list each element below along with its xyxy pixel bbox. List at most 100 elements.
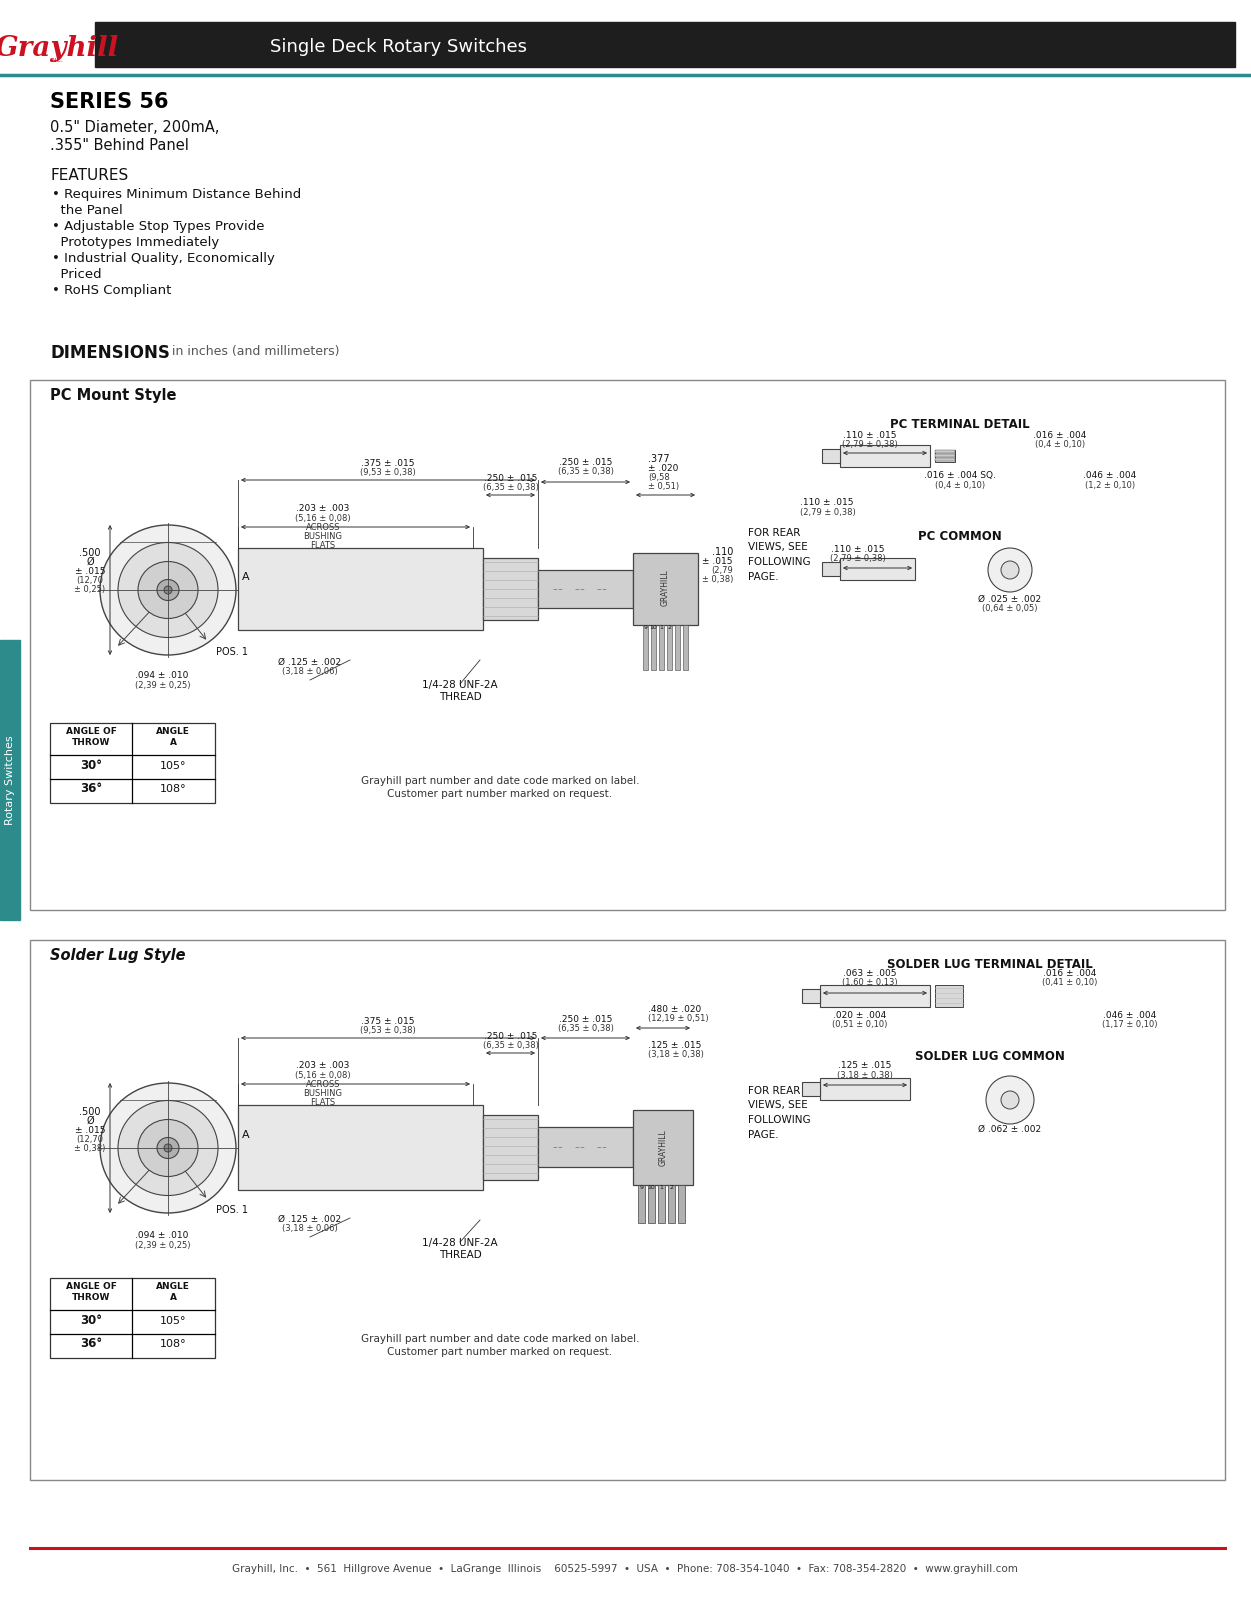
Text: .500: .500 <box>79 547 101 558</box>
Text: A: A <box>169 1293 176 1302</box>
Text: 30°: 30° <box>80 1314 103 1326</box>
Text: FOR REAR
VIEWS, SEE
FOLLOWING
PAGE.: FOR REAR VIEWS, SEE FOLLOWING PAGE. <box>748 528 811 582</box>
Text: .203 ± .003: .203 ± .003 <box>296 1061 350 1070</box>
Bar <box>802 1082 819 1096</box>
Text: (2,79 ± 0,38): (2,79 ± 0,38) <box>831 554 886 563</box>
Bar <box>30 379 1225 910</box>
Text: .250 ± .015: .250 ± .015 <box>559 458 612 467</box>
Ellipse shape <box>100 1083 236 1213</box>
Text: 105°: 105° <box>160 1315 186 1326</box>
Text: .375 ± .015: .375 ± .015 <box>362 459 415 467</box>
Text: .046 ± .004: .046 ± .004 <box>1083 470 1137 480</box>
Bar <box>822 562 839 576</box>
Text: PC Mount Style: PC Mount Style <box>50 387 176 403</box>
Text: 2: 2 <box>669 1186 673 1190</box>
Text: (1,60 ± 0,13): (1,60 ± 0,13) <box>842 978 898 987</box>
Text: .250 ± .015: .250 ± .015 <box>484 1032 537 1042</box>
Text: (0,4 ± 0,10): (0,4 ± 0,10) <box>934 482 985 490</box>
Text: ± 0,38): ± 0,38) <box>74 1144 105 1154</box>
Text: 1: 1 <box>659 1186 663 1190</box>
Bar <box>238 547 483 630</box>
Bar <box>50 723 215 803</box>
Bar <box>934 450 955 453</box>
Text: Ø .062 ± .002: Ø .062 ± .002 <box>978 1125 1042 1134</box>
Text: (6,35 ± 0,38): (6,35 ± 0,38) <box>483 483 538 493</box>
Text: 105°: 105° <box>160 762 186 771</box>
Bar <box>802 989 819 1003</box>
Text: Prototypes Immediately: Prototypes Immediately <box>53 235 219 250</box>
Bar <box>658 1186 666 1222</box>
Bar <box>483 1115 538 1181</box>
Text: (1,17 ± 0,10): (1,17 ± 0,10) <box>1102 1021 1157 1029</box>
Bar <box>819 986 929 1006</box>
Ellipse shape <box>138 1120 198 1176</box>
Text: ANGLE OF: ANGLE OF <box>65 1282 116 1291</box>
Text: (12,70: (12,70 <box>76 1134 104 1144</box>
Text: SOLDER LUG TERMINAL DETAIL: SOLDER LUG TERMINAL DETAIL <box>887 958 1093 971</box>
Text: FLATS: FLATS <box>310 1098 335 1107</box>
Text: FOR REAR
VIEWS, SEE
FOLLOWING
PAGE.: FOR REAR VIEWS, SEE FOLLOWING PAGE. <box>748 1085 811 1139</box>
Text: (0,64 ± 0,05): (0,64 ± 0,05) <box>982 603 1038 613</box>
Text: (1,2 ± 0,10): (1,2 ± 0,10) <box>1085 482 1135 490</box>
Text: Ø: Ø <box>86 1117 94 1126</box>
Bar <box>934 458 955 461</box>
Text: (0,41 ± 0,10): (0,41 ± 0,10) <box>1042 978 1097 987</box>
Text: 9: 9 <box>643 626 648 630</box>
Text: (9,53 ± 0,38): (9,53 ± 0,38) <box>360 467 415 477</box>
Text: 10: 10 <box>648 1186 656 1190</box>
Text: • Adjustable Stop Types Provide: • Adjustable Stop Types Provide <box>53 219 264 234</box>
Text: 108°: 108° <box>160 1339 186 1349</box>
Text: SERIES 56: SERIES 56 <box>50 91 169 112</box>
Text: (2,39 ± 0,25): (2,39 ± 0,25) <box>135 1242 190 1250</box>
Text: THROW: THROW <box>71 1293 110 1302</box>
Circle shape <box>1001 562 1020 579</box>
Text: .125 ± .015: .125 ± .015 <box>648 1042 702 1050</box>
Text: A: A <box>243 573 250 582</box>
Text: 10: 10 <box>649 626 657 630</box>
Bar <box>659 626 664 670</box>
Text: .016 ± .004 SQ.: .016 ± .004 SQ. <box>924 470 996 480</box>
Text: (3,18 ± 0,06): (3,18 ± 0,06) <box>283 1224 338 1234</box>
Text: Priced: Priced <box>53 267 101 282</box>
Text: • RoHS Compliant: • RoHS Compliant <box>53 285 171 298</box>
Bar <box>638 1186 646 1222</box>
Text: (3,18 ± 0,38): (3,18 ± 0,38) <box>837 1070 893 1080</box>
Bar <box>538 570 633 608</box>
Text: .016 ± .004: .016 ± .004 <box>1043 970 1097 978</box>
Bar <box>667 626 672 670</box>
Text: .046 ± .004: .046 ± .004 <box>1103 1011 1157 1021</box>
Text: FEATURES: FEATURES <box>50 168 129 182</box>
Text: (2,39 ± 0,25): (2,39 ± 0,25) <box>135 682 190 690</box>
Text: 1: 1 <box>659 626 663 630</box>
Text: 36°: 36° <box>80 1338 103 1350</box>
Ellipse shape <box>118 542 218 637</box>
Text: Single Deck Rotary Switches: Single Deck Rotary Switches <box>270 38 527 56</box>
Text: Grayhill, Inc.  •  561  Hillgrove Avenue  •  LaGrange  Illinois    60525-5997  •: Grayhill, Inc. • 561 Hillgrove Avenue • … <box>233 1565 1018 1574</box>
Text: GRAYHILL: GRAYHILL <box>658 1130 668 1166</box>
Bar <box>538 1126 633 1166</box>
Bar <box>668 1186 676 1222</box>
Text: (9,58: (9,58 <box>648 474 669 482</box>
Text: Customer part number marked on request.: Customer part number marked on request. <box>388 789 613 798</box>
Text: .250 ± .015: .250 ± .015 <box>559 1014 612 1024</box>
Ellipse shape <box>138 562 198 619</box>
Text: A: A <box>243 1130 250 1139</box>
Text: DIMENSIONS: DIMENSIONS <box>50 344 170 362</box>
Text: Customer part number marked on request.: Customer part number marked on request. <box>388 1347 613 1357</box>
Text: POS. 1: POS. 1 <box>216 646 248 658</box>
Text: • Requires Minimum Distance Behind: • Requires Minimum Distance Behind <box>53 187 301 202</box>
Bar <box>648 1186 656 1222</box>
Text: 108°: 108° <box>160 784 186 794</box>
Text: .355" Behind Panel: .355" Behind Panel <box>50 138 189 154</box>
Text: ± .015: ± .015 <box>75 1126 105 1134</box>
Text: .480 ± .020: .480 ± .020 <box>648 1005 702 1014</box>
Bar <box>934 454 955 458</box>
Bar <box>678 1186 686 1222</box>
Text: .020 ± .004: .020 ± .004 <box>833 1011 887 1021</box>
Text: (6,35 ± 0,38): (6,35 ± 0,38) <box>558 467 613 477</box>
Text: BUSHING: BUSHING <box>304 531 343 541</box>
Text: 0.5" Diameter, 200mA,: 0.5" Diameter, 200mA, <box>50 120 219 134</box>
Text: 1/4-28 UNF-2A: 1/4-28 UNF-2A <box>422 680 498 690</box>
Text: .110 ± .015: .110 ± .015 <box>843 430 897 440</box>
Text: FLATS: FLATS <box>310 541 335 550</box>
